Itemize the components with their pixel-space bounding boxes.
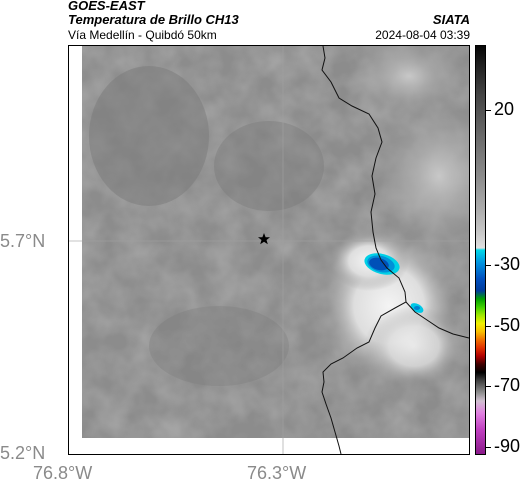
boundary-line-east	[405, 301, 469, 339]
satellite-map[interactable]	[68, 45, 470, 455]
colorbar-tick	[486, 265, 491, 266]
x-axis-label: 76.3°W	[247, 463, 307, 483]
colorbar-label: -30	[494, 254, 521, 274]
cold-cloud-core	[364, 253, 424, 313]
colorbar-label: -90	[494, 436, 521, 456]
product-title: GOES-EAST	[68, 0, 145, 13]
star-icon	[258, 233, 270, 245]
timestamp: 2024-08-04 03:39	[375, 28, 470, 42]
colorbar-label: -50	[494, 315, 521, 335]
colorbar-tick	[486, 386, 491, 387]
satellite-image	[69, 46, 469, 454]
y-axis-label: 5.7°N	[0, 231, 46, 251]
brand-label: SIATA	[432, 12, 470, 27]
colorbar-tick	[486, 447, 491, 448]
colorbar-label: -70	[494, 375, 521, 395]
colorbar	[475, 45, 486, 455]
channel-title: Temperatura de Brillo CH13	[68, 12, 239, 27]
colorbar-tick	[486, 110, 491, 111]
y-axis-label: 5.2°N	[0, 443, 46, 463]
x-axis-label: 76.8°W	[33, 463, 93, 483]
boundary-line	[321, 46, 407, 454]
colorbar-tick	[486, 326, 491, 327]
colorbar-label: 20	[494, 99, 515, 119]
region-subtitle: Vía Medellín - Quibdó 50km	[68, 28, 217, 42]
